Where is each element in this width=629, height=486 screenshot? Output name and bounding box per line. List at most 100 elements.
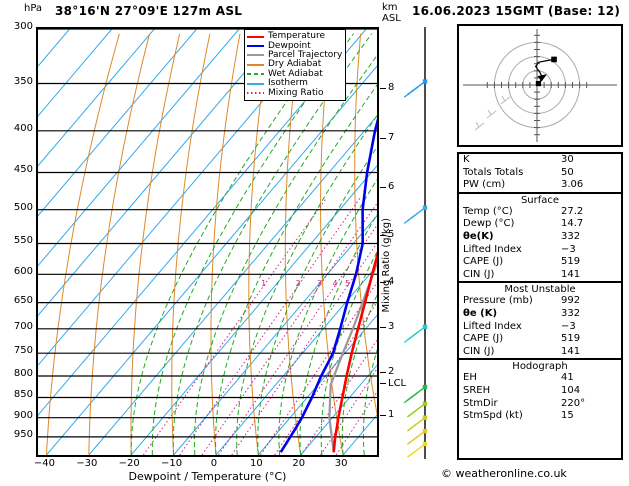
index-value: −3: [561, 243, 576, 255]
datetime-label: 16.06.2023 15GMT (Base: 12): [412, 4, 621, 18]
index-row: Pressure (mb) 992: [459, 295, 621, 308]
indices-section-general: K 30 Totals Totals 50 PW (cm) 3.06: [459, 154, 621, 194]
temp-tick-10: 10: [249, 458, 263, 469]
index-value: 14.7: [561, 218, 584, 230]
index-row: CAPE (J) 519: [459, 333, 621, 346]
pressure-unit-label: hPa: [24, 3, 43, 14]
index-row: Totals Totals 50: [459, 167, 621, 180]
temp-tick-0: 0: [210, 458, 218, 469]
index-value: 332: [561, 230, 581, 242]
x-axis-title: Dewpoint / Temperature (°C): [128, 470, 287, 483]
section-title: Surface: [520, 194, 560, 206]
wind-barb: [406, 441, 428, 458]
legend-item-isotherm: Isotherm: [247, 79, 342, 88]
index-key: Dewp (°C): [463, 218, 515, 230]
pressure-tick-950: 950: [13, 428, 33, 440]
lcl-label: LCL: [388, 377, 407, 389]
wind-barb: [403, 205, 428, 224]
index-row: StmSpd (kt) 15: [459, 410, 621, 423]
pressure-tick-400: 400: [13, 122, 33, 134]
index-key: Totals Totals: [463, 166, 524, 178]
svg-text:2: 2: [296, 279, 301, 288]
pressure-tick-650: 650: [13, 294, 33, 306]
legend-item-temperature: Temperature: [247, 32, 342, 41]
isotherm-lines: [38, 29, 377, 455]
legend-label: Dewpoint: [268, 40, 311, 51]
lcl-tick-mark: [380, 382, 386, 384]
legend-label: Mixing Ratio: [268, 87, 324, 98]
index-key: Lifted Index: [463, 243, 522, 255]
page-title: 38°16'N 27°09'E 127m ASL: [55, 4, 243, 18]
index-value: 220°: [561, 397, 586, 409]
index-value: 41: [561, 372, 574, 384]
pressure-tick-750: 750: [13, 345, 33, 357]
svg-text:5: 5: [345, 279, 350, 288]
height-tick-3km: 3: [388, 321, 395, 333]
section-title: Hodograph: [512, 361, 568, 373]
pressure-tick-300: 300: [13, 21, 33, 32]
wind-barb-column: [403, 27, 428, 459]
height-tick-6km: 6: [388, 181, 395, 193]
height-tick-7km: 7: [388, 132, 395, 144]
index-key: CAPE (J): [463, 333, 504, 345]
index-key: SREH: [463, 384, 491, 396]
index-row: SREH 104: [459, 385, 621, 398]
legend-item-mixing-ratio: Mixing Ratio: [247, 88, 342, 97]
height-unit-label-asl: ASL: [382, 13, 401, 24]
hodograph-wind-barbs: [474, 95, 511, 131]
legend-item-dewpoint: Dewpoint: [247, 41, 342, 50]
svg-text:3: 3: [317, 279, 322, 288]
legend: Temperature Dewpoint Parcel Trajectory Dry …: [244, 29, 347, 101]
pressure-tick-850: 850: [13, 389, 33, 401]
index-row: Lifted Index −3: [459, 244, 621, 257]
temp-tick--40: −40: [33, 458, 56, 469]
index-value: 141: [561, 345, 581, 357]
height-tick-8km: 8: [388, 81, 395, 93]
section-title: Most Unstable: [504, 284, 576, 296]
temp-tick--20: −20: [118, 458, 140, 469]
indices-section-surface: Surface Temp (°C) 27.2 Dewp (°C) 14.7 θe(K) 33…: [459, 194, 621, 284]
height-tick-mark-1: [380, 414, 386, 416]
legend-swatch-icon: [247, 82, 264, 85]
temp-tick--30: −30: [76, 458, 98, 469]
index-value: 992: [561, 295, 581, 307]
index-row: θe (K) 332: [459, 308, 621, 321]
index-key: PW (cm): [463, 179, 506, 191]
height-tick-4km: 4: [388, 276, 395, 288]
index-value: 3.06: [561, 179, 584, 191]
height-unit-label-km: km: [382, 2, 398, 13]
height-tick-mark-2: [380, 371, 386, 373]
wind-barb: [403, 79, 428, 98]
pressure-tick-900: 900: [13, 409, 33, 421]
svg-text:1: 1: [261, 279, 266, 288]
index-row: θe(K) 332: [459, 231, 621, 244]
index-value: 141: [561, 268, 581, 280]
temp-tick--10: −10: [161, 458, 183, 469]
index-row: Lifted Index −3: [459, 321, 621, 334]
hodograph-panel[interactable]: kt: [457, 24, 623, 147]
legend-label: Dry Adiabat: [268, 59, 322, 70]
hodograph-plot: [463, 29, 617, 142]
index-row: CAPE (J) 519: [459, 256, 621, 269]
indices-section-hodograph: Hodograph EH 41 SREH 104 StmDir 220° StmSpd (kt…: [459, 360, 621, 422]
wind-barb: [403, 384, 428, 404]
index-row: StmDir 220°: [459, 398, 621, 411]
legend-swatch-icon: [247, 73, 264, 76]
index-row: K 30: [459, 154, 621, 167]
index-value: 50: [561, 166, 574, 178]
index-row: PW (cm) 3.06: [459, 179, 621, 192]
pressure-tick-700: 700: [13, 320, 33, 332]
indices-section-most-unstable: Most Unstable Pressure (mb) 992 θe (K) 332 Li…: [459, 283, 621, 361]
legend-item-wet-adiabat: Wet Adiabat: [247, 69, 342, 79]
index-value: 15: [561, 410, 574, 422]
temperature-curve: [332, 251, 377, 453]
index-key: Temp (°C): [463, 205, 513, 217]
height-tick-2km: 2: [388, 365, 395, 377]
index-key: CIN (J): [463, 345, 495, 357]
height-tick-mark-8: [380, 87, 386, 89]
index-key: StmSpd (kt): [463, 410, 523, 422]
index-key: θe(K): [463, 230, 494, 242]
dewpoint-curve: [279, 118, 377, 453]
copyright-label: © weatheronline.co.uk: [441, 467, 567, 480]
pressure-tick-500: 500: [13, 201, 33, 213]
